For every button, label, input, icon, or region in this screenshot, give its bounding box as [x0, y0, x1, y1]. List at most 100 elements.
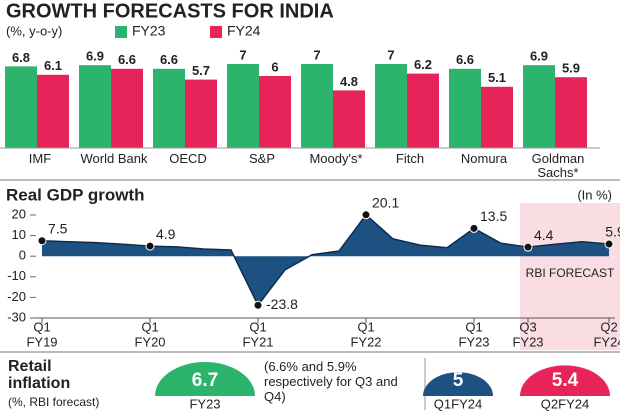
- value-label: 6.8: [12, 50, 30, 65]
- legend-swatch: [210, 26, 222, 38]
- x-tick-label: Moody's*: [309, 151, 363, 166]
- value-label: 5.9: [562, 61, 580, 76]
- value-label: 4.9: [156, 226, 176, 242]
- value-label: 7: [387, 47, 394, 62]
- value-label: 6.1: [44, 58, 62, 73]
- x-tick-label: OECD: [169, 151, 207, 166]
- point: [37, 236, 47, 246]
- value-label: 6.6: [160, 52, 178, 67]
- legend-label: FY23: [132, 23, 166, 39]
- bar: [5, 66, 37, 148]
- value-label: 6.6: [118, 52, 136, 67]
- point: [361, 210, 371, 220]
- value-label: -23.8: [266, 296, 298, 312]
- value-label: 20.1: [372, 194, 399, 210]
- badge-label: Q1FY24: [434, 396, 482, 411]
- point: [469, 223, 479, 233]
- bar: [301, 64, 333, 148]
- badge: [423, 372, 493, 396]
- y-tick-label: 0: [19, 248, 26, 263]
- x-tick-label: Goldman Sachs*: [531, 151, 585, 180]
- line: [41, 213, 610, 307]
- x-tick-label: Q1: [465, 319, 482, 334]
- note: (6.6% and 5.9% respectively for Q3 and Q…: [264, 359, 398, 404]
- x-tick-label: Q1: [357, 319, 374, 334]
- bar: [449, 68, 481, 148]
- point: [523, 242, 533, 252]
- bar: [185, 79, 217, 148]
- badge: [155, 362, 255, 396]
- y-tick-label: -20: [7, 289, 26, 304]
- x-tick-label: Q1: [249, 319, 266, 334]
- value-label: 13.5: [480, 208, 507, 224]
- value-label: 7: [313, 47, 320, 62]
- bar: [375, 64, 407, 148]
- legend-swatch: [115, 26, 127, 38]
- x-tick-label: FY23: [512, 334, 543, 349]
- x-tick-label: Q1: [141, 319, 158, 334]
- badge-label: FY23: [189, 396, 220, 411]
- section-title: Retail inflation: [8, 358, 71, 392]
- chart-subtitle: (In %): [577, 187, 612, 202]
- y-tick-label: 20: [12, 206, 26, 221]
- section-subtitle: (%, RBI forecast): [8, 395, 100, 409]
- bar: [333, 90, 365, 148]
- value-label: 5.1: [488, 70, 506, 85]
- point: [145, 241, 155, 251]
- legend-label: FY24: [227, 23, 261, 39]
- value-label: 4.8: [340, 74, 358, 89]
- badge: [520, 365, 610, 396]
- annotation: RBI FORECAST: [525, 266, 615, 280]
- bar: [227, 64, 259, 148]
- bar: [407, 73, 439, 148]
- x-tick-label: Q1: [33, 319, 50, 334]
- value-label: 5.7: [192, 63, 210, 78]
- y-tick-label: -30: [7, 309, 26, 324]
- point: [604, 239, 614, 249]
- bar: [37, 74, 69, 148]
- chart-subtitle: (%, y-o-y): [6, 23, 62, 38]
- badge-value: 5: [453, 370, 464, 391]
- x-tick-label: Nomura: [460, 151, 508, 166]
- value-label: 6.2: [414, 57, 432, 72]
- badge-value: 5.4: [552, 370, 579, 391]
- x-tick-label: FY21: [242, 334, 273, 349]
- bar: [259, 76, 291, 148]
- value-label: 6.6: [456, 52, 474, 67]
- x-tick-label: FY23: [458, 334, 489, 349]
- bar: [79, 65, 111, 148]
- point: [253, 300, 263, 310]
- bar: [111, 68, 143, 148]
- value-label: 7: [239, 47, 246, 62]
- chart-title: Real GDP growth: [6, 185, 145, 204]
- x-tick-label: Fitch: [395, 151, 425, 166]
- value-label: 6: [271, 59, 278, 74]
- value-label: 4.4: [534, 227, 554, 243]
- y-tick-label: -10: [7, 268, 26, 283]
- forecast-shade: [520, 203, 620, 350]
- x-tick-label: FY22: [350, 334, 381, 349]
- x-tick-label: Q3: [519, 319, 536, 334]
- x-tick-label: World Bank: [80, 151, 148, 166]
- value-label: 6.9: [530, 49, 548, 64]
- x-tick-label: IMF: [28, 151, 52, 166]
- area: [42, 214, 609, 306]
- x-tick-label: FY19: [26, 334, 57, 349]
- badge-value: 6.7: [192, 370, 218, 391]
- bar: [153, 68, 185, 148]
- value-label: 7.5: [48, 220, 68, 236]
- value-label: 6.9: [86, 49, 104, 64]
- y-tick-label: 10: [12, 227, 26, 242]
- value-label: 5.9: [605, 224, 620, 240]
- badge-label: Q2FY24: [541, 396, 589, 411]
- x-tick-label: FY24: [593, 334, 620, 349]
- chart-title: GROWTH FORECASTS FOR INDIA: [6, 0, 334, 22]
- bar: [523, 65, 555, 148]
- bar: [481, 86, 513, 148]
- x-tick-label: Q2: [600, 319, 617, 334]
- bar: [555, 77, 587, 148]
- x-tick-label: S&P: [248, 151, 275, 166]
- x-tick-label: FY20: [134, 334, 165, 349]
